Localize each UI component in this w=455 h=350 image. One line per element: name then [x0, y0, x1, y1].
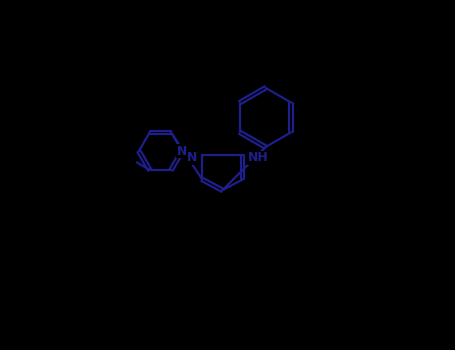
Text: NH: NH [248, 152, 269, 164]
Text: N: N [177, 145, 187, 158]
Text: N: N [187, 152, 197, 164]
